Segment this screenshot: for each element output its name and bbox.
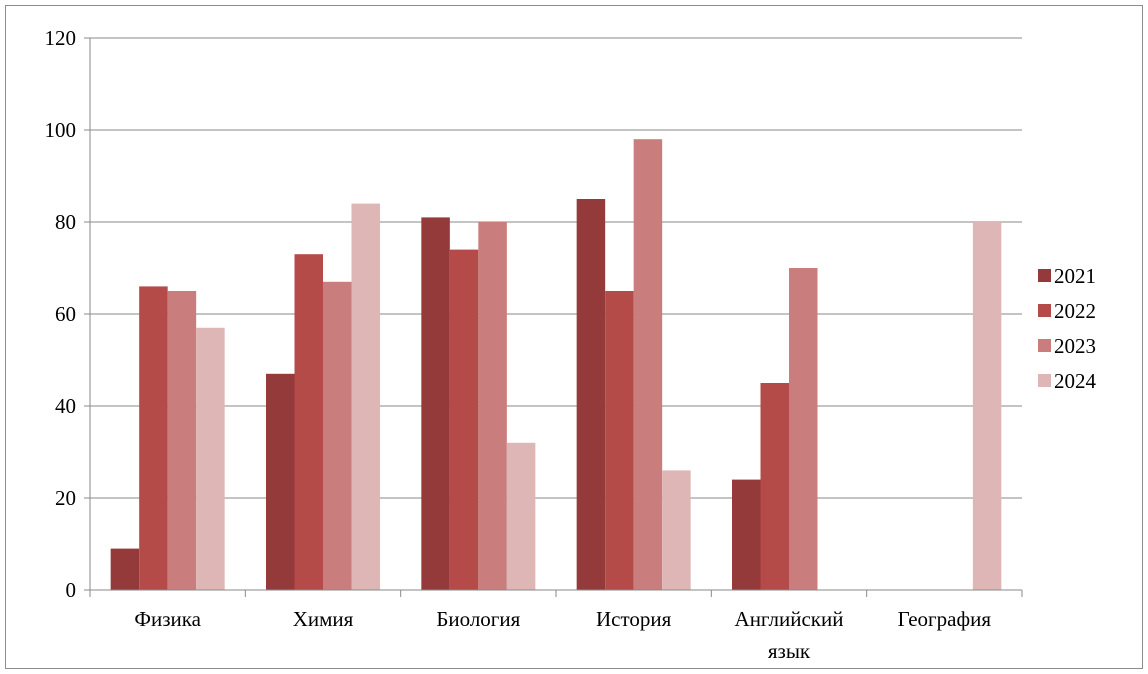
legend-swatch: [1038, 269, 1051, 282]
bar: [732, 479, 761, 590]
bar: [421, 217, 450, 590]
bar: [972, 222, 1002, 590]
x-category-label: Физика: [134, 607, 201, 631]
bar: [196, 327, 225, 590]
legend-swatch: [1038, 304, 1051, 317]
bar: [605, 291, 634, 590]
bar: [139, 286, 168, 590]
bar: [323, 281, 352, 590]
bar: [506, 442, 536, 590]
legend-label: 2024: [1054, 369, 1097, 393]
bar: [576, 199, 606, 590]
y-tick-label: 80: [55, 210, 76, 234]
y-tick-label: 60: [55, 302, 76, 326]
x-axis-category-labels: Физика Химия Биология История Английский язык…: [134, 607, 991, 663]
bar: [760, 383, 789, 590]
y-tick-label: 40: [55, 394, 76, 418]
x-category-label: язык: [768, 639, 811, 663]
x-category-label: История: [596, 607, 672, 631]
gridlines: [90, 37, 1022, 499]
legend-label: 2023: [1054, 334, 1096, 358]
bars: [110, 139, 1002, 590]
y-tick-label: 120: [45, 26, 77, 50]
bar: [351, 203, 380, 590]
y-axis-tick-labels: 0 20 40 60 80 100 120: [45, 26, 77, 602]
y-tick-label: 20: [55, 486, 76, 510]
bar: [662, 470, 691, 590]
y-tick-label: 0: [66, 578, 77, 602]
bar: [633, 139, 663, 590]
bar: [449, 249, 479, 590]
bar: [266, 373, 295, 590]
bar: [478, 222, 507, 590]
bar: [167, 291, 197, 590]
bar: [110, 548, 140, 590]
legend: 2021 2022 2023 2024: [1038, 264, 1097, 393]
legend-swatch: [1038, 339, 1051, 352]
y-tick-label: 100: [45, 118, 77, 142]
bar: [294, 254, 323, 590]
legend-swatch: [1038, 374, 1051, 387]
x-category-label: Английский: [735, 607, 844, 631]
bar: [789, 268, 818, 590]
x-category-label: Химия: [293, 607, 354, 631]
x-category-label: География: [898, 607, 992, 631]
axes: [84, 37, 1023, 597]
legend-label: 2021: [1054, 264, 1096, 288]
legend-label: 2022: [1054, 299, 1096, 323]
x-category-label: Биология: [436, 607, 520, 631]
